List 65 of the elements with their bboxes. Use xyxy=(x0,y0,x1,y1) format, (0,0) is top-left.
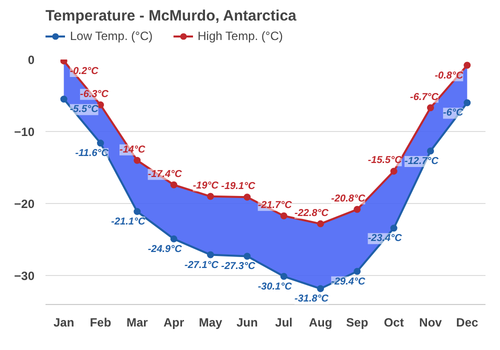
x-tick-label: Jun xyxy=(236,316,258,330)
point xyxy=(464,99,471,106)
data-label: -14°C xyxy=(119,144,146,156)
data-label: -6°C xyxy=(443,108,464,119)
point xyxy=(390,168,398,175)
x-tick-label: Sep xyxy=(346,316,368,330)
x-tick-label: Feb xyxy=(90,316,112,330)
point xyxy=(97,101,104,108)
y-tick-label: −10 xyxy=(14,125,35,140)
data-label: -0.2°C xyxy=(70,66,100,77)
point xyxy=(134,156,141,164)
point xyxy=(354,206,361,213)
point xyxy=(60,96,68,103)
legend-label: Low Temp. (°C) xyxy=(70,29,153,43)
data-label: -17.4°C xyxy=(148,168,183,180)
data-label: -21.1°C xyxy=(111,216,146,228)
point xyxy=(280,212,288,220)
legend-label: High Temp. (°C) xyxy=(198,29,283,43)
point xyxy=(427,104,434,112)
data-label: -27.3°C xyxy=(221,261,256,272)
point xyxy=(244,194,251,201)
x-tick-label: Dec xyxy=(456,316,478,330)
data-label: -19.1°C xyxy=(221,181,256,192)
x-tick-label: Apr xyxy=(164,316,184,330)
x-tick-label: Mar xyxy=(126,316,148,330)
point xyxy=(317,285,324,292)
point xyxy=(280,272,288,280)
data-label: -22.8°C xyxy=(294,208,330,219)
data-label: -27.1°C xyxy=(184,260,220,271)
point xyxy=(427,148,434,155)
point xyxy=(170,181,178,188)
x-tick-label: Aug xyxy=(308,316,332,330)
point xyxy=(464,62,471,69)
data-label: -12.7°C xyxy=(404,156,440,168)
x-tick-label: May xyxy=(198,316,222,330)
point xyxy=(134,208,141,216)
data-label: -6.7°C xyxy=(410,92,440,103)
data-label: -30.1°C xyxy=(258,281,293,292)
x-tick-label: Jan xyxy=(53,316,74,330)
point xyxy=(207,251,214,258)
point xyxy=(244,252,251,260)
chart-title: Temperature - McMurdo, Antarctica xyxy=(46,8,298,24)
data-label: -15.5°C xyxy=(368,155,403,166)
y-tick-label: 0 xyxy=(28,53,35,67)
point xyxy=(354,268,361,275)
point xyxy=(207,192,214,200)
x-tick-label: Nov xyxy=(419,316,442,330)
y-tick-label: −30 xyxy=(14,269,35,284)
data-label: -20.8°C xyxy=(331,193,366,204)
data-label: -29.4°C xyxy=(331,276,366,288)
point xyxy=(317,220,324,228)
data-label: -21.7°C xyxy=(258,200,293,211)
data-label: -19°C xyxy=(192,180,220,192)
data-label: -31.8°C xyxy=(294,294,330,305)
data-label: -11.6°C xyxy=(75,148,110,160)
x-tick-label: Jul xyxy=(275,316,293,330)
point xyxy=(170,235,178,242)
x-tick-label: Oct xyxy=(384,316,404,330)
point xyxy=(97,140,104,147)
data-label: -23.4°C xyxy=(368,233,403,244)
point xyxy=(390,224,398,232)
data-label: -24.9°C xyxy=(148,244,183,255)
data-label: -5.5°C xyxy=(70,104,100,116)
data-label: -6.3°C xyxy=(80,88,110,100)
y-tick-label: −20 xyxy=(14,197,35,212)
